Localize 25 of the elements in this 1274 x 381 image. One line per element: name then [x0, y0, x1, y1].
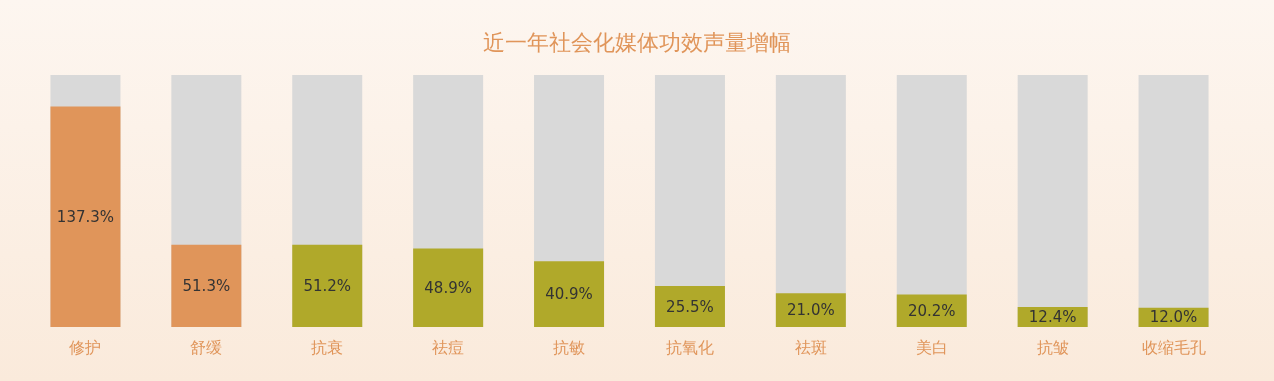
data-label: 137.3% [56, 207, 115, 226]
x-tick-label: 抗皱 [1036, 337, 1069, 357]
data-label: 21.0% [787, 301, 835, 320]
data-label: 20.2% [907, 301, 956, 320]
data-label: 51.3% [182, 276, 231, 295]
bar [292, 244, 363, 327]
x-tick-label: 抗氧化 [665, 337, 714, 357]
x-tick-label: 抗衰 [311, 337, 344, 357]
bar [654, 286, 725, 327]
x-tick-label: 祛痘 [432, 337, 465, 357]
data-label: 25.5% [666, 297, 714, 316]
bar [171, 244, 242, 327]
x-tick-label: 舒缓 [190, 337, 223, 357]
x-tick-label: 抗敏 [553, 337, 586, 357]
data-label: 12.4% [1028, 308, 1077, 327]
x-tick-label: 收缩毛孔 [1141, 337, 1206, 357]
x-tick-label: 美白 [915, 337, 948, 357]
data-label: 48.9% [424, 278, 472, 297]
data-label: 40.9% [545, 285, 593, 304]
x-tick-label: 修护 [69, 337, 102, 357]
x-tick-label: 祛斑 [794, 337, 827, 357]
data-label: 51.2% [303, 276, 352, 295]
bar [775, 293, 846, 327]
data-label: 12.0% [1149, 308, 1198, 327]
chart-title: 近一年社会化媒体功效声量增幅 [483, 29, 791, 55]
